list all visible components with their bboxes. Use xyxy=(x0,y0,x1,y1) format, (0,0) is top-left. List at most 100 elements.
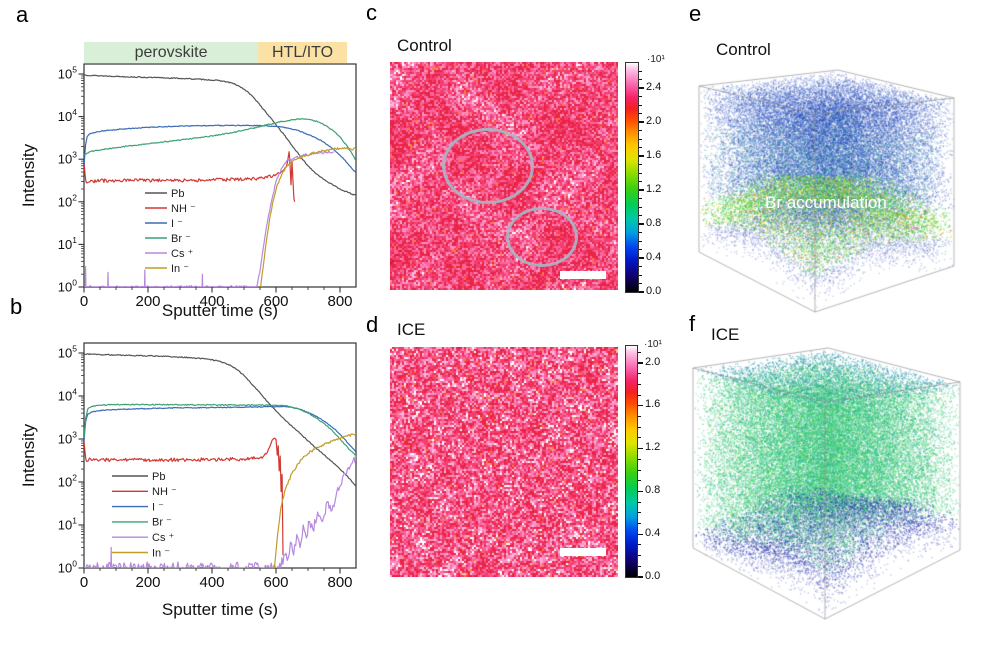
series-line-5 xyxy=(273,433,356,568)
render-ice-title: ICE xyxy=(711,325,740,344)
legend-label: NH ⁻ xyxy=(152,486,177,498)
colorbar-tick xyxy=(638,448,643,450)
colorbar-minor-tick xyxy=(638,523,641,524)
colorbar-tick-label: 0.4 xyxy=(645,526,661,539)
map-control-title: Control xyxy=(397,36,452,55)
colorbar-minor-tick xyxy=(639,232,642,233)
legend-label: Cs ⁺ xyxy=(152,532,175,544)
colorbar-minor-tick xyxy=(638,351,641,353)
colorbar-minor-tick xyxy=(638,565,641,567)
chart-panel-a: perovskite HTL/ITO 0 200 400 600 800 100 101 102 1… xyxy=(19,42,357,320)
legend-label: Cs ⁺ xyxy=(171,248,194,260)
colorbar-tick-label: 1.2 xyxy=(646,182,662,195)
colorbar-minor-tick xyxy=(638,437,641,439)
colorbar-tick-label: 2.4 xyxy=(646,80,662,93)
x-tick-label: 200 xyxy=(135,574,160,591)
y-axis-title: Intensity xyxy=(19,423,38,487)
x-tick-label: 600 xyxy=(263,293,288,310)
colorbar-minor-tick xyxy=(639,206,642,208)
colorbar-gradient xyxy=(625,62,639,293)
colorbar-tick xyxy=(639,87,644,89)
x-tick-label: 400 xyxy=(199,293,224,310)
y-tick-label: 104 xyxy=(58,107,77,124)
scale-bar-ice xyxy=(560,548,606,556)
render-control-title: Control xyxy=(716,40,771,59)
series-line-2 xyxy=(84,405,356,453)
colorbar-minor-tick xyxy=(638,394,641,396)
y-tick-label: 102 xyxy=(58,473,77,490)
colorbar-minor-tick xyxy=(638,373,641,375)
x-tick-label: 0 xyxy=(80,574,88,591)
colorbar-tick xyxy=(639,121,644,123)
series-line-0 xyxy=(84,353,356,487)
y-tick-label: 100 xyxy=(58,278,77,295)
series-line-1 xyxy=(84,437,284,556)
colorbar-minor-tick xyxy=(638,469,641,471)
panel-label-b: b xyxy=(10,294,23,319)
colorbar-tick xyxy=(639,291,644,293)
colorbar-minor-tick xyxy=(639,113,642,114)
colorbar-tick xyxy=(638,362,643,364)
colorbar-tick xyxy=(638,533,643,535)
colorbar-control-multiplier: ·10¹ xyxy=(647,54,665,65)
colorbar-minor-tick xyxy=(639,181,642,182)
chart-panel-b: 0 200 400 600 800 100 101 102 103 104 105 Sputter t… xyxy=(19,342,357,619)
colorbar-tick xyxy=(639,189,644,191)
legend-label: I ⁻ xyxy=(171,218,183,230)
colorbar-minor-tick xyxy=(639,274,642,276)
colorbar-tick-label: 1.6 xyxy=(646,148,662,161)
colorbar-minor-tick xyxy=(638,458,641,460)
layer-region xyxy=(84,42,259,63)
y-tick-label: 101 xyxy=(58,235,77,252)
legend-label: Pb xyxy=(171,188,184,200)
colorbar-tick xyxy=(638,576,643,578)
x-tick-label: 400 xyxy=(199,574,224,591)
y-tick-label: 101 xyxy=(58,516,77,533)
colorbar-minor-tick xyxy=(639,172,642,174)
panel-label-a: a xyxy=(16,2,29,27)
panel-label-c: c xyxy=(366,0,377,25)
colorbar-tick xyxy=(638,405,643,407)
y-tick-label: 100 xyxy=(58,559,77,576)
x-tick-label: 200 xyxy=(135,293,160,310)
series-line-2 xyxy=(84,124,356,174)
series-line-1 xyxy=(84,151,296,202)
x-tick-label: 800 xyxy=(327,293,352,310)
br-accumulation-annotation: Br accumulation xyxy=(765,193,887,212)
map-ice-title: ICE xyxy=(397,320,426,339)
x-tick-label: 800 xyxy=(327,574,352,591)
y-tick-label: 105 xyxy=(58,344,77,361)
panel-label-e: e xyxy=(689,1,702,26)
x-axis-title: Sputter time (s) xyxy=(162,600,278,619)
colorbar-minor-tick xyxy=(639,266,642,267)
colorbar-minor-tick xyxy=(638,544,641,546)
y-tick-label: 103 xyxy=(58,150,77,167)
plot-frame xyxy=(83,342,357,569)
series-line-3 xyxy=(84,118,356,162)
legend-label: Pb xyxy=(152,471,165,483)
colorbar-minor-tick xyxy=(639,164,642,165)
y-tick-label: 103 xyxy=(58,430,77,447)
series-line-5 xyxy=(260,147,356,287)
colorbar-tick-label: 0.0 xyxy=(646,284,662,297)
legend-label: Br ⁻ xyxy=(171,233,191,245)
legend-label: I ⁻ xyxy=(152,501,164,513)
y-tick-label: 105 xyxy=(58,65,77,82)
colorbar-minor-tick xyxy=(639,147,642,148)
layer-region xyxy=(258,42,348,63)
colorbar-tick xyxy=(639,223,644,225)
colorbar-minor-tick xyxy=(639,249,642,250)
x-axis-title: Sputter time (s) xyxy=(162,301,278,320)
colorbar-minor-tick xyxy=(638,512,641,514)
plot-frame xyxy=(83,63,357,288)
colorbar-ice-multiplier: ·10¹ xyxy=(644,339,662,350)
colorbar-tick-label: 2.0 xyxy=(645,355,661,368)
colorbar-tick xyxy=(639,155,644,157)
series-line-4 xyxy=(84,150,334,287)
colorbar-minor-tick xyxy=(639,198,642,199)
legend-label: In ⁻ xyxy=(152,547,170,559)
colorbar-tick-label: 0.8 xyxy=(645,483,661,496)
series-line-0 xyxy=(84,74,356,197)
